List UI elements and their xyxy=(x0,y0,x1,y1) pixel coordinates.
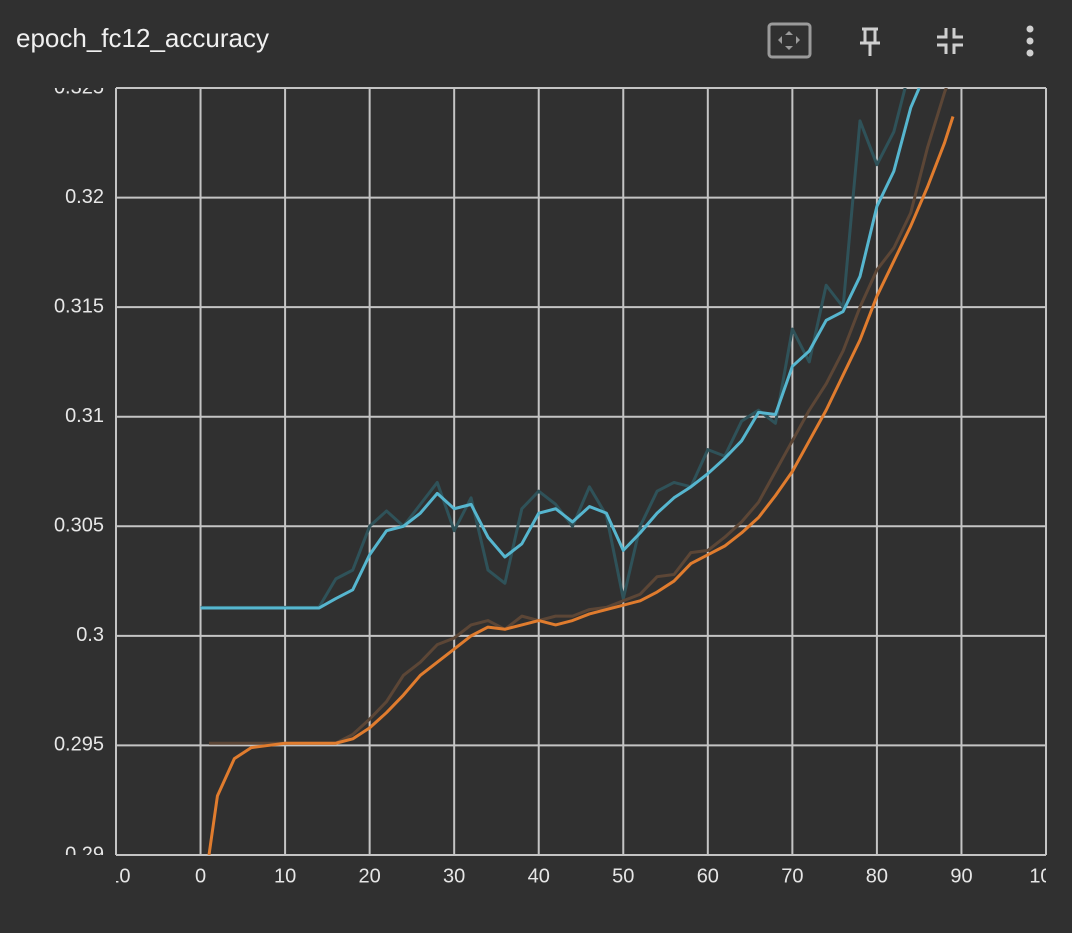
y-tick-label: 0.31 xyxy=(65,405,104,427)
chart-title: epoch_fc12_accuracy xyxy=(16,23,269,53)
x-tick-label: 60 xyxy=(697,865,719,887)
x-tick-label: 30 xyxy=(443,865,465,887)
collapse-button[interactable] xyxy=(937,28,963,54)
y-tick-label: 0.3 xyxy=(76,624,104,646)
x-tick-label: 0 xyxy=(195,865,206,887)
x-tick-label: 10 xyxy=(274,865,296,887)
y-tick-label: 0.295 xyxy=(54,734,104,756)
pin-button[interactable] xyxy=(860,27,880,56)
x-tick-label: 40 xyxy=(528,865,550,887)
series-line xyxy=(207,116,955,855)
y-tick-label: 0.315 xyxy=(54,295,104,317)
fit-domain-button[interactable] xyxy=(767,22,812,59)
y-tick-label: 0.325 xyxy=(54,76,104,98)
y-tick-label: 0.32 xyxy=(65,186,104,208)
y-tick-label: 0.29 xyxy=(65,843,104,865)
x-tick-label: 70 xyxy=(781,865,803,887)
x-tick-label: 50 xyxy=(612,865,634,887)
x-tick-label: 80 xyxy=(866,865,888,887)
x-tick-label: 20 xyxy=(359,865,381,887)
more-menu-button[interactable] xyxy=(1026,25,1034,57)
x-tick-label: 90 xyxy=(950,865,972,887)
x-tick-label: 100 xyxy=(1029,865,1062,887)
y-tick-label: 0.305 xyxy=(54,515,104,537)
x-tick-label: -10 xyxy=(102,865,131,887)
series-line xyxy=(200,88,921,610)
